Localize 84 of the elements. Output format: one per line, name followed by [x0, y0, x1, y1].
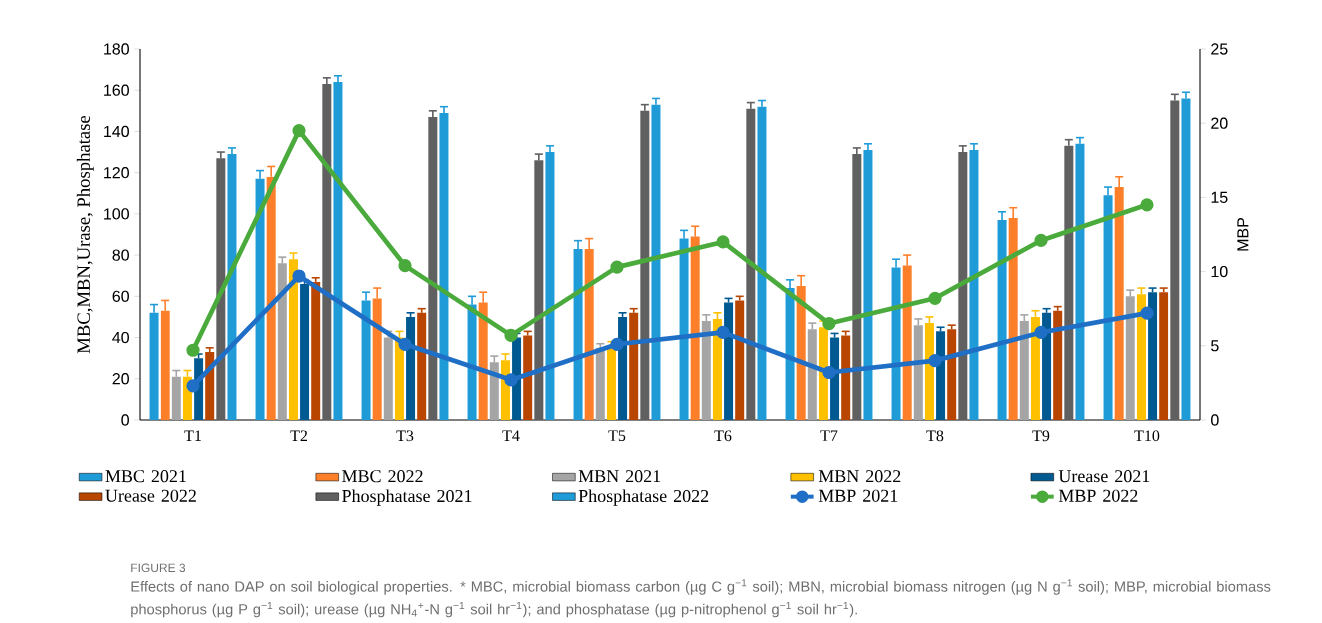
- bar: [618, 316, 628, 420]
- bar: [1159, 292, 1169, 420]
- point: [186, 343, 200, 357]
- point: [292, 124, 306, 138]
- y-tick-label: 60: [112, 290, 129, 302]
- y2-tick-label: 5: [1211, 340, 1219, 352]
- y2-tick-label: 25: [1211, 43, 1228, 55]
- point: [928, 291, 942, 305]
- y2-tick-label: 0: [1211, 414, 1219, 426]
- point: [610, 260, 624, 274]
- bar: [969, 149, 979, 420]
- y-tick-label: 0: [121, 414, 129, 426]
- y-tick-label: 80: [112, 249, 129, 261]
- point: [716, 235, 730, 249]
- bar: [1053, 310, 1063, 420]
- point: [610, 337, 624, 351]
- x-tick-label: T6: [714, 430, 732, 442]
- point: [186, 379, 200, 393]
- bar: [523, 335, 533, 420]
- y-tick-label: 100: [104, 208, 129, 220]
- point: [1140, 306, 1154, 320]
- bar: [735, 300, 745, 420]
- y-axis-title: MBC,MBN,Urase, Phosphatase: [76, 115, 94, 354]
- y2-axis-title: MBP: [1237, 218, 1249, 251]
- bar: [300, 283, 310, 420]
- legend-label: Urease 2022: [105, 489, 196, 502]
- y-tick-label: 160: [104, 84, 129, 96]
- legend-label: MBN 2022: [818, 470, 901, 483]
- x-tick-label: T2: [290, 430, 307, 441]
- point: [398, 259, 412, 273]
- bar: [936, 331, 946, 420]
- point: [398, 337, 412, 351]
- caption: FIGURE 3: [131, 563, 186, 573]
- bar: [841, 335, 851, 420]
- x-tick-label: T1: [184, 430, 201, 441]
- bar: [724, 302, 734, 420]
- bar: [406, 316, 416, 420]
- point: [928, 354, 942, 368]
- x-tick-label: T10: [1134, 430, 1160, 442]
- bar: [818, 327, 828, 420]
- point: [716, 325, 730, 340]
- x-tick-label: T5: [608, 430, 626, 442]
- legend-label: MBC 2021: [105, 470, 186, 483]
- bar: [712, 318, 722, 420]
- x-tick-label: T3: [396, 430, 414, 442]
- legend-label: Phosphatase 2022: [578, 489, 709, 506]
- legend-label: MBP 2021: [818, 489, 898, 502]
- point: [1140, 198, 1154, 212]
- y-tick-label: 120: [104, 167, 129, 179]
- x-tick-label: T7: [820, 430, 838, 441]
- y-tick-label: 140: [104, 125, 129, 138]
- bar: [1030, 316, 1040, 420]
- bar: [383, 337, 393, 420]
- text: Effects of nano DAP on soil biological properties. * MBC, microbial biomass carbon (µg C g$^{−1}$ soil); MBN, microbial biomass nitrogen (µg N g$^{−1}$ soil); MBP, microbial biomass phosphorus (µg P g$^{−1}$ soil); urease (µg NH$_{4}$$^{+}$-N g$^{−1}$ soil hr$^{−1}$); and phosphatase (µg p-nitrophenol g$^{−1}$ soil hr$^{−1}$).: [131, 579, 1271, 618]
- bar: [311, 281, 321, 420]
- point: [822, 316, 836, 331]
- bar: [417, 312, 427, 420]
- legend-label: Urease 2021: [1058, 470, 1150, 483]
- point: [1034, 233, 1048, 248]
- x-tick-label: T9: [1032, 430, 1050, 442]
- y2-tick-label: 10: [1211, 265, 1228, 278]
- bar: [333, 81, 343, 420]
- x-tick-label: T4: [502, 430, 520, 441]
- legend-label: MBN 2021: [578, 470, 661, 483]
- point: [1034, 325, 1048, 340]
- y2-tick-label: 15: [1211, 191, 1228, 203]
- legend-label: MBC 2022: [342, 470, 423, 483]
- legend-label: Phosphatase 2021: [342, 489, 472, 506]
- bar: [947, 329, 957, 420]
- y-tick-label: 20: [112, 373, 129, 385]
- x-tick-label: T8: [926, 430, 944, 442]
- y-tick-label: 40: [112, 331, 129, 344]
- bar: [595, 347, 605, 420]
- bar: [629, 312, 639, 420]
- y-tick-label: 180: [104, 43, 129, 55]
- bar: [1042, 312, 1052, 420]
- legend-label: MBP 2022: [1058, 489, 1138, 502]
- point: [504, 328, 518, 342]
- bar: [1148, 292, 1158, 420]
- point: [822, 365, 836, 380]
- bar: [863, 149, 873, 420]
- y2-tick-label: 20: [1211, 117, 1228, 129]
- point: [504, 373, 518, 387]
- point: [292, 269, 306, 283]
